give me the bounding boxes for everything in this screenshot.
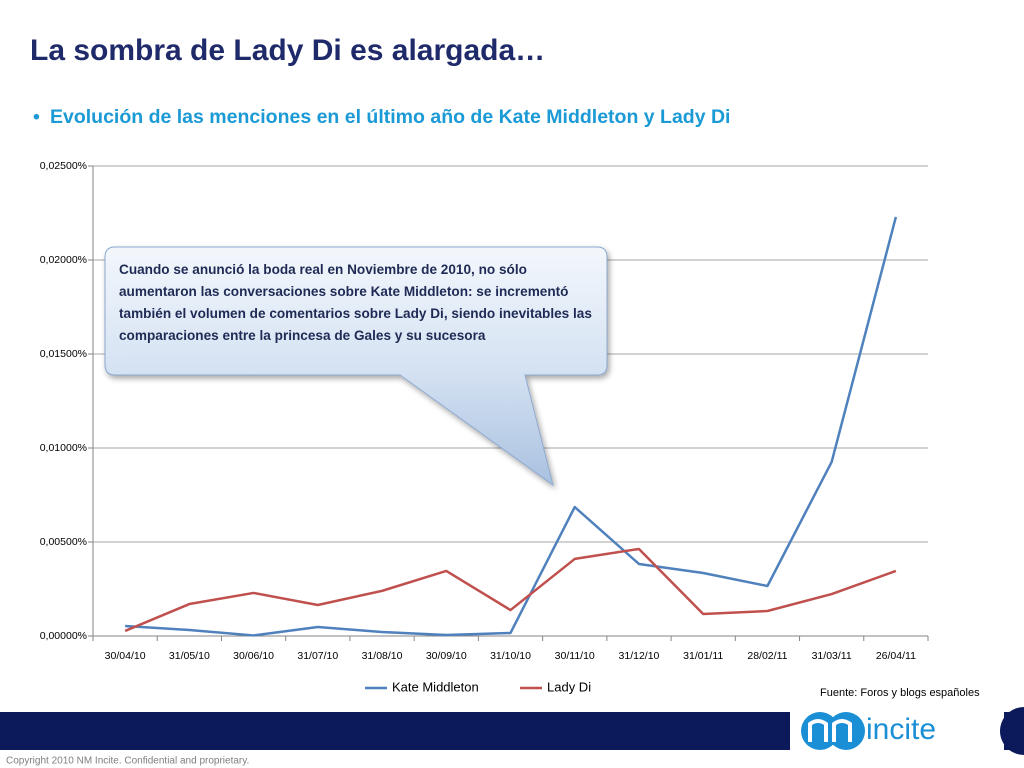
line-series xyxy=(125,216,898,637)
y-tick-label: 0,00500% xyxy=(40,536,87,548)
page-badge xyxy=(1000,707,1024,755)
x-tick-label: 31/05/10 xyxy=(169,650,210,662)
logo-mark xyxy=(808,719,852,742)
logo-text: incite xyxy=(866,713,936,746)
x-tick-label: 31/10/10 xyxy=(490,650,531,662)
x-tick-label: 30/11/10 xyxy=(555,650,595,662)
x-tick-label: 26/04/11 xyxy=(876,650,916,662)
x-tick-label: 30/04/10 xyxy=(105,650,146,662)
x-tick-label: 28/02/11 xyxy=(747,650,787,662)
y-tick-label: 0,02500% xyxy=(40,160,87,172)
x-tick-label: 31/08/10 xyxy=(362,650,403,662)
x-tick-label: 31/07/10 xyxy=(297,650,338,662)
subtitle: Evolución de las menciones en el último … xyxy=(50,106,730,128)
source-note: Fuente: Foros y blogs españoles xyxy=(820,687,980,699)
y-tick-label: 0,01000% xyxy=(40,442,87,454)
x-tick-label: 31/03/11 xyxy=(812,650,852,662)
x-tick-label: 31/12/10 xyxy=(619,650,660,662)
bullet: • xyxy=(33,106,40,128)
slide-title: La sombra de Lady Di es alargada… xyxy=(30,34,545,67)
legend-label: Kate Middleton xyxy=(392,679,479,694)
callout-text: Cuando se anunció la boda real en Noviem… xyxy=(119,262,592,343)
line-series xyxy=(124,547,897,633)
y-tick-label: 0,00000% xyxy=(40,630,87,642)
copyright: Copyright 2010 NM Incite. Confidential a… xyxy=(6,756,249,767)
x-tick-label: 30/09/10 xyxy=(426,650,467,662)
y-tick-label: 0,02000% xyxy=(40,254,87,266)
x-tick-label: 31/01/11 xyxy=(683,650,723,662)
legend-label: Lady Di xyxy=(547,679,591,694)
y-tick-label: 0,01500% xyxy=(40,348,87,360)
x-tick-label: 30/06/10 xyxy=(233,650,274,662)
callout-bubble xyxy=(104,246,608,487)
